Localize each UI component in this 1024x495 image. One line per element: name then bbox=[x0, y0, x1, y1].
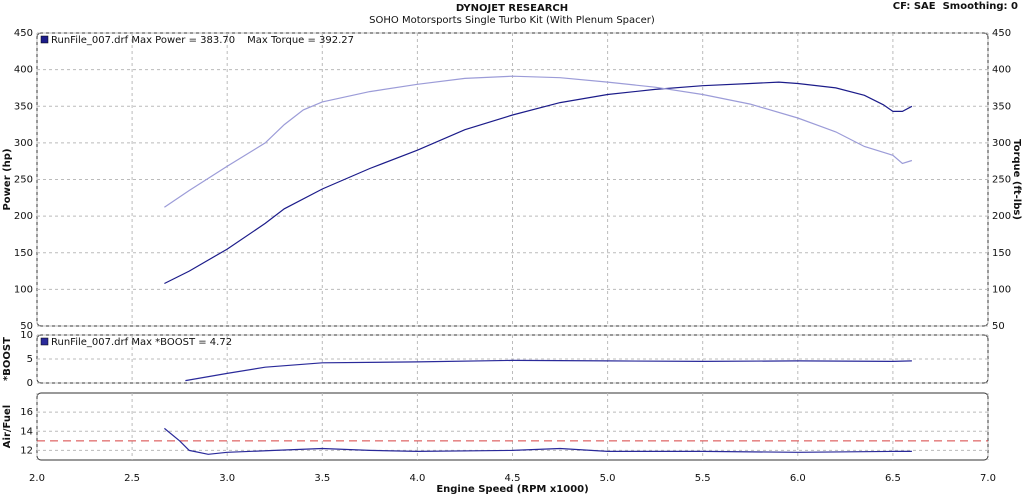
y-tick-label: 50 bbox=[20, 321, 33, 332]
y-tick-label: 0 bbox=[27, 378, 33, 389]
legend-swatch bbox=[40, 337, 49, 346]
x-tick-label: 3.0 bbox=[219, 473, 235, 484]
y2-tick-label: 50 bbox=[992, 321, 1005, 332]
y-tick-label: 100 bbox=[14, 284, 33, 295]
y-tick-label: 400 bbox=[14, 65, 33, 76]
y2-tick-label: 100 bbox=[992, 284, 1011, 295]
y-axis-label: *BOOST bbox=[2, 337, 13, 381]
legend-swatch bbox=[40, 35, 49, 44]
y-tick-label: 450 bbox=[14, 28, 33, 39]
x-tick-label: 4.0 bbox=[409, 473, 425, 484]
x-tick-label: 5.5 bbox=[695, 473, 711, 484]
data-line bbox=[164, 75, 913, 208]
x-tick-label: 2.5 bbox=[124, 473, 140, 484]
title: DYNOJET RESEARCH bbox=[456, 3, 568, 14]
y2-tick-label: 450 bbox=[992, 28, 1011, 39]
y-tick-label: 300 bbox=[14, 138, 33, 149]
data-line bbox=[185, 359, 912, 382]
y2-tick-label: 350 bbox=[992, 101, 1011, 112]
y-tick-label: 10 bbox=[20, 330, 33, 341]
y2-tick-label: 150 bbox=[992, 248, 1011, 259]
legend-label: Max Torque = 392.27 bbox=[247, 35, 354, 46]
y-tick-label: 14 bbox=[20, 426, 33, 437]
y2-tick-label: 400 bbox=[992, 65, 1011, 76]
x-tick-label: 4.5 bbox=[505, 473, 521, 484]
x-tick-label: 7.0 bbox=[980, 473, 996, 484]
legend-label: RunFile_007.drf Max *BOOST = 4.72 bbox=[51, 337, 232, 348]
x-tick-label: 5.0 bbox=[600, 473, 616, 484]
y2-axis-label: Torque (ft-lbs) bbox=[1011, 139, 1022, 220]
x-axis-label: Engine Speed (RPM x1000) bbox=[436, 484, 588, 495]
data-line bbox=[164, 81, 913, 285]
settings: CF: SAE Smoothing: 0 bbox=[893, 1, 1018, 12]
y-tick-label: 250 bbox=[14, 175, 33, 186]
y-tick-label: 150 bbox=[14, 248, 33, 259]
y-tick-label: 5 bbox=[27, 354, 33, 365]
y2-tick-label: 200 bbox=[992, 211, 1011, 222]
x-tick-label: 3.5 bbox=[314, 473, 330, 484]
y-tick-label: 200 bbox=[14, 211, 33, 222]
y-axis-label: Air/Fuel bbox=[2, 405, 13, 448]
legend-label: RunFile_007.drf Max Power = 383.70 bbox=[51, 35, 235, 46]
x-tick-label: 2.0 bbox=[29, 473, 45, 484]
y2-tick-label: 250 bbox=[992, 175, 1011, 186]
subtitle: SOHO Motorsports Single Turbo Kit (With … bbox=[369, 15, 655, 26]
y-tick-label: 350 bbox=[14, 101, 33, 112]
y2-tick-label: 300 bbox=[992, 138, 1011, 149]
y-axis-label: Power (hp) bbox=[2, 148, 13, 210]
y-tick-label: 12 bbox=[20, 445, 33, 456]
data-line bbox=[164, 427, 912, 455]
x-tick-label: 6.0 bbox=[790, 473, 806, 484]
x-tick-label: 6.5 bbox=[885, 473, 901, 484]
y-tick-label: 16 bbox=[20, 407, 33, 418]
